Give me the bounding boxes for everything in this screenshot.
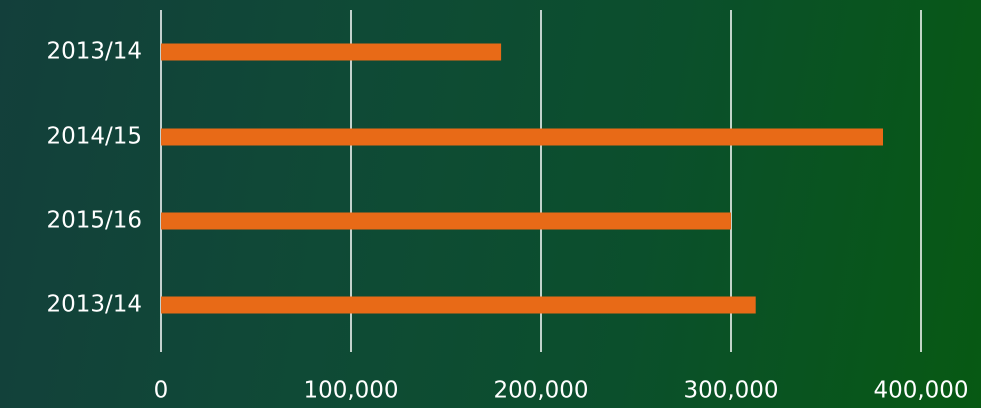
x-tick-label-1: 100,000 [303,378,398,404]
bar-3 [161,296,756,314]
category-label-0: 2013/14 [46,39,142,65]
bar-0 [161,43,502,61]
x-tick-label-2: 200,000 [493,378,588,404]
category-label-2: 2015/16 [46,208,142,234]
bars [161,43,883,314]
category-labels: 2013/14 2014/15 2015/16 2013/14 [46,39,142,318]
x-tick-label-3: 300,000 [683,378,778,404]
category-label-3: 2013/14 [46,292,142,318]
x-axis-tick-labels: 0 100,000 200,000 300,000 400,000 [154,378,969,404]
category-label-1: 2014/15 [46,124,142,150]
bar-2 [161,212,731,230]
x-tick-label-4: 400,000 [873,378,968,404]
bar-1 [161,128,883,146]
x-tick-label-0: 0 [154,378,169,404]
gridlines [160,10,922,352]
